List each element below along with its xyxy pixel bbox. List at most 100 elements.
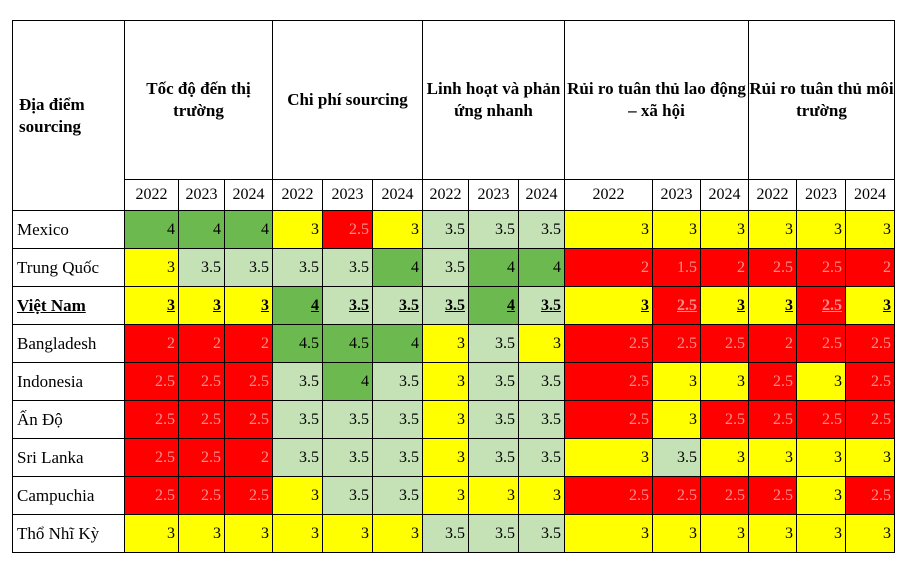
score-cell: 2.5 <box>748 476 797 515</box>
score-cell: 3 <box>518 476 565 515</box>
score-cell: 3 <box>224 514 273 553</box>
score-cell: 2 <box>224 438 273 477</box>
score-cell: 2.5 <box>564 324 653 363</box>
score-cell: 2.5 <box>224 476 273 515</box>
score-cell: 3 <box>652 514 701 553</box>
score-cell: 3 <box>700 210 749 249</box>
score-cell: 3 <box>468 476 519 515</box>
score-cell: 3 <box>372 210 423 249</box>
score-cell: 4 <box>224 210 273 249</box>
score-cell: 3 <box>796 438 846 477</box>
table-body: Mexico 4 4 4 3 2.5 3 3.5 3.5 3.5 3 3 3 3 3 3 Trung Quốc 3… <box>12 210 895 553</box>
year-header-cell: 2023 <box>178 179 225 211</box>
year-header-cell: 2022 <box>124 179 179 211</box>
score-cell: 3.5 <box>422 286 469 325</box>
score-cell: 3.5 <box>422 248 469 287</box>
score-cell: 2.5 <box>322 210 373 249</box>
score-cell: 2.5 <box>124 362 179 401</box>
score-cell: 3 <box>422 438 469 477</box>
score-cell: 4 <box>272 286 323 325</box>
scorecard-table-container: Địa điểm sourcing Tốc độ đến thị trường … <box>12 20 895 553</box>
location-name-cell: Bangladesh <box>12 324 125 363</box>
score-cell: 3 <box>124 248 179 287</box>
score-cell: 2.5 <box>178 400 225 439</box>
score-cell: 4 <box>468 248 519 287</box>
score-cell: 3.5 <box>518 210 565 249</box>
score-cell: 3.5 <box>322 248 373 287</box>
location-header: Địa điểm sourcing <box>12 20 125 211</box>
score-cell: 3 <box>796 476 846 515</box>
score-cell: 3 <box>845 210 895 249</box>
score-cell: 3 <box>564 514 653 553</box>
score-cell: 3.5 <box>372 438 423 477</box>
score-cell: 3.5 <box>372 362 423 401</box>
score-cell: 3 <box>564 286 653 325</box>
score-cell: 2.5 <box>178 438 225 477</box>
score-cell: 2.5 <box>178 362 225 401</box>
score-cell: 3.5 <box>468 324 519 363</box>
score-cell: 4 <box>322 362 373 401</box>
year-header-cell: 2023 <box>322 179 373 211</box>
score-cell: 3.5 <box>468 210 519 249</box>
year-header-cell: 2023 <box>796 179 846 211</box>
score-cell: 2 <box>564 248 653 287</box>
score-cell: 3 <box>518 324 565 363</box>
score-cell: 3 <box>748 438 797 477</box>
location-name-cell: Campuchia <box>12 476 125 515</box>
score-cell: 2.5 <box>700 476 749 515</box>
score-cell: 2.5 <box>700 400 749 439</box>
score-cell: 3.5 <box>272 248 323 287</box>
score-cell: 2.5 <box>845 362 895 401</box>
score-cell: 2.5 <box>845 476 895 515</box>
score-cell: 3.5 <box>518 514 565 553</box>
score-cell: 3 <box>845 286 895 325</box>
score-cell: 2.5 <box>652 286 701 325</box>
score-cell: 3.5 <box>322 286 373 325</box>
score-cell: 2.5 <box>700 324 749 363</box>
score-cell: 3.5 <box>272 400 323 439</box>
score-cell: 3.5 <box>422 210 469 249</box>
score-cell: 3.5 <box>322 438 373 477</box>
score-cell: 3 <box>652 210 701 249</box>
year-header-cell: 2024 <box>224 179 273 211</box>
year-header-cell: 2022 <box>748 179 797 211</box>
score-cell: 3 <box>178 514 225 553</box>
score-cell: 2.5 <box>224 400 273 439</box>
score-cell: 2 <box>224 324 273 363</box>
score-cell: 3 <box>422 476 469 515</box>
score-cell: 2 <box>845 248 895 287</box>
year-header-cell: 2022 <box>422 179 469 211</box>
score-cell: 3 <box>422 362 469 401</box>
year-header-cell: 2024 <box>700 179 749 211</box>
score-cell: 2.5 <box>796 400 846 439</box>
score-cell: 2.5 <box>845 324 895 363</box>
score-cell: 3 <box>748 286 797 325</box>
score-cell: 3 <box>796 362 846 401</box>
score-cell: 3 <box>564 210 653 249</box>
year-header-row: 2022 2023 2024 2022 2023 2024 2022 2023 2024 2022… <box>13 179 895 211</box>
year-header-cell: 2024 <box>845 179 895 211</box>
score-cell: 4.5 <box>272 324 323 363</box>
group-header-environment-compliance-risk: Rủi ro tuân thủ môi trường <box>748 20 895 180</box>
table-row: Mexico 4 4 4 3 2.5 3 3.5 3.5 3.5 3 3 3 3 3 3 <box>12 210 895 249</box>
score-cell: 3 <box>272 210 323 249</box>
score-cell: 3 <box>700 362 749 401</box>
score-cell: 3.5 <box>272 438 323 477</box>
table-row: Indonesia 2.5 2.5 2.5 3.5 4 3.5 3 3.5 3.5 2.5 3 3 2.5… <box>12 362 895 401</box>
score-cell: 2.5 <box>178 476 225 515</box>
score-cell: 4 <box>372 324 423 363</box>
score-cell: 2.5 <box>652 476 701 515</box>
score-cell: 3 <box>700 438 749 477</box>
group-header-flexibility: Linh hoạt và phản ứng nhanh <box>422 20 565 180</box>
score-cell: 2.5 <box>748 362 797 401</box>
year-header-cell: 2024 <box>372 179 423 211</box>
score-cell: 3.5 <box>372 476 423 515</box>
score-cell: 2.5 <box>796 324 846 363</box>
group-header-sourcing-cost: Chi phí sourcing <box>272 20 423 180</box>
location-name-cell: Indonesia <box>12 362 125 401</box>
table-row: Bangladesh 2 2 2 4.5 4.5 4 3 3.5 3 2.5 2.5 2.5 2 2.5 2.… <box>12 324 895 363</box>
score-cell: 2.5 <box>796 248 846 287</box>
location-name-cell: Sri Lanka <box>12 438 125 477</box>
score-cell: 2.5 <box>652 324 701 363</box>
score-cell: 3.5 <box>468 438 519 477</box>
